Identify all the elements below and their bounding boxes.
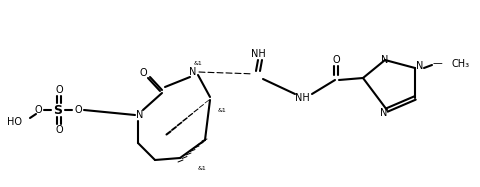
Text: N: N xyxy=(189,67,197,77)
Text: N: N xyxy=(380,108,388,118)
Text: N: N xyxy=(136,110,144,120)
Text: &1: &1 xyxy=(217,108,227,113)
Text: O: O xyxy=(55,85,63,95)
Text: NH: NH xyxy=(295,93,310,103)
Text: —: — xyxy=(432,58,442,68)
Text: NH: NH xyxy=(251,49,265,59)
Text: &1: &1 xyxy=(193,61,203,65)
Text: N: N xyxy=(381,55,389,65)
Text: CH₃: CH₃ xyxy=(451,59,469,69)
Text: O: O xyxy=(34,105,42,115)
Text: O: O xyxy=(332,55,340,65)
Text: &1: &1 xyxy=(198,165,206,171)
Text: N: N xyxy=(416,61,424,71)
Text: O: O xyxy=(55,125,63,135)
Text: O: O xyxy=(74,105,82,115)
Text: O: O xyxy=(139,68,147,78)
Text: S: S xyxy=(53,103,62,117)
Text: HO: HO xyxy=(7,117,22,127)
